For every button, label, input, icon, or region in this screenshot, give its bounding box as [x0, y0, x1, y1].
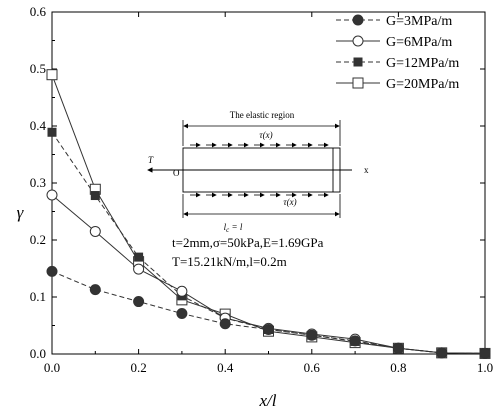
- legend-label: G=6MPa/m: [386, 35, 452, 50]
- x-tick-label: 0.6: [304, 360, 321, 375]
- data-point: [133, 296, 145, 308]
- y-axis-ticks: 0.0 0.1 0.2 0.3 0.4 0.5 0.6: [30, 4, 485, 361]
- inset-axis-x-label: x: [364, 165, 369, 175]
- legend-marker: [352, 14, 364, 26]
- legend-marker: [353, 57, 363, 67]
- y-tick-label: 0.3: [30, 175, 46, 190]
- y-tick-label: 0.1: [30, 289, 46, 304]
- inset-origin-label: O: [173, 168, 180, 178]
- x-axis-title: x/l: [259, 391, 277, 410]
- data-point: [479, 347, 491, 359]
- x-axis-ticks: 0.0 0.2 0.4 0.6 0.8 1.0: [44, 12, 493, 375]
- inset-tau-bottom-label: τ(x): [283, 197, 296, 207]
- y-axis-title: γ: [17, 203, 25, 222]
- y-tick-label: 0.4: [30, 118, 47, 133]
- data-point: [219, 318, 231, 330]
- series-layer: [46, 69, 491, 359]
- legend-label: G=12MPa/m: [386, 56, 459, 71]
- data-point: [133, 263, 145, 275]
- inset-force-label: T: [148, 155, 154, 165]
- x-tick-label: 0.0: [44, 360, 60, 375]
- legend-label: G=20MPa/m: [386, 77, 459, 92]
- series-line: [51, 270, 486, 354]
- data-point: [46, 69, 58, 81]
- data-point: [89, 225, 101, 237]
- data-point: [349, 335, 361, 347]
- inset-length-label: lc = l: [224, 222, 243, 234]
- legend-marker: [352, 35, 364, 47]
- y-tick-label: 0.2: [30, 232, 46, 247]
- inset-tau-top-label: τ(x): [259, 130, 272, 140]
- parameter-line-1: t=2mm,σ=50kPa,E=1.69GPa: [172, 235, 324, 250]
- data-point: [436, 347, 448, 359]
- data-point: [46, 265, 58, 277]
- inset-region-label: The elastic region: [230, 110, 295, 120]
- legend: G=3MPa/m G=6MPa/m G=12MPa/m G=20MPa/m: [336, 14, 459, 92]
- legend-label: G=3MPa/m: [386, 14, 452, 29]
- x-tick-label: 0.2: [130, 360, 146, 375]
- elastic-region-inset: The elastic region τ(x) T O x τ(x) lc = …: [147, 110, 369, 234]
- data-point: [134, 252, 144, 262]
- data-point: [89, 284, 101, 296]
- data-point: [176, 308, 188, 320]
- legend-marker: [352, 77, 364, 89]
- y-tick-label: 0.5: [30, 61, 46, 76]
- data-point: [176, 285, 188, 297]
- x-tick-label: 0.8: [390, 360, 406, 375]
- data-point: [263, 323, 274, 335]
- data-point: [46, 189, 58, 201]
- y-tick-label: 0.6: [30, 4, 47, 19]
- x-tick-label: 1.0: [477, 360, 493, 375]
- data-point: [306, 329, 318, 341]
- x-tick-label: 0.4: [217, 360, 234, 375]
- data-point: [90, 191, 100, 201]
- parameter-line-2: T=15.21kN/m,l=0.2m: [172, 254, 287, 269]
- data-point: [392, 342, 404, 354]
- y-tick-label: 0.0: [30, 346, 46, 361]
- data-point: [47, 127, 57, 137]
